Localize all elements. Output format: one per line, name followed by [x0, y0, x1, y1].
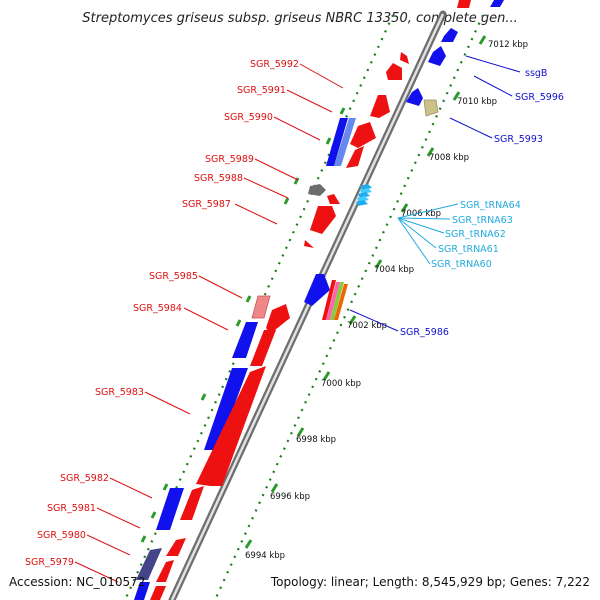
gene-label[interactable]: SGR_5991	[237, 85, 286, 96]
gene-feature[interactable]	[308, 184, 326, 196]
ruler-label: 6998 kbp	[296, 435, 336, 445]
gene-label[interactable]: SGR_5986	[400, 327, 449, 338]
gene-label[interactable]: SGR_5983	[95, 387, 144, 398]
ruler-label: 7006 kbp	[401, 209, 441, 219]
ruler-label: 7000 kbp	[321, 379, 361, 389]
gene-arrow[interactable]	[304, 274, 330, 306]
gene-label[interactable]: SGR_5993	[494, 134, 543, 145]
gene-label[interactable]: SGR_5996	[515, 92, 564, 103]
gene-arrow[interactable]	[156, 488, 184, 530]
gene-label[interactable]: SGR_5979	[25, 557, 74, 568]
ruler-labels: 7012 kbp 7010 kbp 7008 kbp 7006 kbp 7004…	[245, 40, 528, 561]
gene-arrow[interactable]	[441, 28, 458, 42]
gene-feature[interactable]	[251, 295, 271, 319]
gene-arrow[interactable]	[326, 282, 340, 320]
gene-arrow[interactable]	[322, 280, 336, 320]
gene-arrow[interactable]	[136, 548, 162, 580]
gene-label[interactable]: SGR_tRNA62	[445, 229, 506, 240]
left-connectors	[74, 63, 344, 583]
right-connectors	[349, 55, 521, 332]
gene-label[interactable]: SGR_tRNA60	[431, 259, 492, 270]
gene-arrow[interactable]	[196, 366, 266, 486]
trna-cluster[interactable]	[356, 184, 372, 206]
gene-label[interactable]: SGR_tRNA64	[460, 200, 521, 211]
gene-label[interactable]: SGR_5990	[224, 112, 273, 123]
gene-label[interactable]: SGR_5988	[194, 173, 243, 184]
ruler-label: 7012 kbp	[488, 40, 528, 50]
gene-arrow[interactable]	[304, 240, 314, 248]
topology-text: Topology: linear; Length: 8,545,929 bp; …	[270, 575, 590, 589]
gene-feature[interactable]	[423, 99, 439, 117]
left-labels: SGR_5992 SGR_5991 SGR_5990 SGR_5989 SGR_…	[25, 59, 299, 568]
left-guide-ticks	[140, 107, 346, 543]
gene-arrow[interactable]	[457, 0, 471, 8]
gene-arrow[interactable]	[150, 586, 166, 600]
gene-label[interactable]: SGR_5987	[182, 199, 231, 210]
gene-label[interactable]: SGR_5992	[250, 59, 299, 70]
gene-label[interactable]: SGR_tRNA61	[438, 244, 499, 255]
gene-label[interactable]: SGR_5984	[133, 303, 182, 314]
gene-arrow[interactable]	[232, 322, 258, 358]
gene-arrow[interactable]	[350, 122, 376, 148]
gene-label[interactable]: SGR_5982	[60, 473, 109, 484]
gene-arrow[interactable]	[250, 330, 276, 366]
gene-label[interactable]: SGR_5989	[205, 154, 254, 165]
accession-text: Accession: NC_010572	[9, 575, 145, 589]
gene-arrow[interactable]	[326, 118, 348, 166]
gene-arrow[interactable]	[166, 538, 186, 556]
gene-arrow[interactable]	[406, 88, 423, 106]
ruler-label: 7010 kbp	[457, 97, 497, 107]
gene-arrow[interactable]	[400, 52, 409, 64]
gene-arrow[interactable]	[327, 194, 340, 204]
gene-label[interactable]: SGR_tRNA63	[452, 215, 513, 226]
gene-arrow[interactable]	[134, 582, 150, 600]
gene-features	[134, 0, 504, 600]
ruler-label: 7004 kbp	[374, 265, 414, 275]
ruler-label: 6994 kbp	[245, 551, 285, 561]
gene-arrow[interactable]	[310, 206, 336, 234]
ruler-label: 7002 kbp	[347, 321, 387, 331]
gene-arrow[interactable]	[330, 282, 344, 320]
ruler-label: 7008 kbp	[429, 153, 469, 163]
gene-arrow[interactable]	[370, 95, 390, 118]
gene-arrow[interactable]	[180, 486, 204, 520]
gene-label[interactable]: SGR_5980	[37, 530, 86, 541]
gene-arrow[interactable]	[156, 560, 174, 582]
gene-arrow[interactable]	[334, 284, 348, 320]
gene-label[interactable]: ssgB	[525, 68, 547, 79]
gene-arrow[interactable]	[266, 304, 290, 334]
ruler-label: 6996 kbp	[270, 492, 310, 502]
gene-arrow[interactable]	[204, 368, 248, 450]
map-title: Streptomyces griseus subsp. griseus NBRC…	[82, 11, 517, 26]
gene-arrow[interactable]	[346, 146, 364, 168]
gene-arrow[interactable]	[428, 46, 446, 66]
gene-label[interactable]: SGR_5985	[149, 271, 198, 282]
gene-label[interactable]: SGR_5981	[47, 503, 96, 514]
ruler-ticks	[244, 35, 487, 549]
gene-arrow[interactable]	[386, 63, 402, 80]
right-labels: ssgB SGR_5996 SGR_5993 SGR_tRNA64 SGR_tR…	[400, 68, 564, 338]
gene-arrow[interactable]	[334, 118, 356, 166]
gene-arrow[interactable]	[490, 0, 504, 7]
